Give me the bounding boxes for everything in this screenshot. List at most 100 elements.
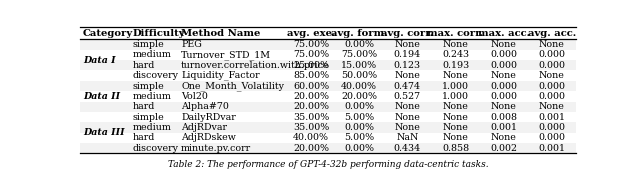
Text: 0.858: 0.858 [442,144,469,153]
Text: medium: medium [133,123,172,132]
Bar [80,81,576,91]
Text: None: None [443,71,468,80]
Text: Table 2: The performance of GPT-4-32b performing data-centric tasks.: Table 2: The performance of GPT-4-32b pe… [168,161,488,169]
Text: hard: hard [133,61,156,70]
Text: Data I: Data I [83,56,116,65]
Text: simple: simple [133,82,164,90]
Text: None: None [491,40,516,49]
Text: None: None [443,102,468,111]
Text: None: None [443,40,468,49]
Text: 0.00%: 0.00% [344,144,374,153]
Text: 0.000: 0.000 [538,61,565,70]
Text: medium: medium [133,50,172,59]
Text: 75.00%: 75.00% [293,50,329,59]
Text: medium: medium [133,92,172,101]
Text: 0.000: 0.000 [538,123,565,132]
Bar [80,91,576,102]
Text: None: None [394,40,420,49]
Text: 85.00%: 85.00% [293,71,329,80]
Text: PEG: PEG [181,40,202,49]
Text: simple: simple [133,113,164,122]
Text: 35.00%: 35.00% [293,113,329,122]
Bar [80,133,576,143]
Text: None: None [394,113,420,122]
Text: 40.00%: 40.00% [341,82,377,90]
Text: avg. corr.: avg. corr. [381,29,433,38]
Text: 75.00%: 75.00% [293,40,329,49]
Text: 75.00%: 75.00% [341,50,377,59]
Text: 40.00%: 40.00% [293,133,329,142]
Bar [80,60,576,70]
Text: None: None [539,71,565,80]
Text: Vol20: Vol20 [181,92,208,101]
Bar [80,122,576,133]
Text: 25.00%: 25.00% [293,61,329,70]
Text: None: None [394,71,420,80]
Text: One_Month_Volatility: One_Month_Volatility [181,81,284,91]
Text: 15.00%: 15.00% [341,61,377,70]
Text: 60.00%: 60.00% [293,82,329,90]
Text: Difficulty: Difficulty [133,29,186,38]
Text: avg. form.: avg. form. [331,29,388,38]
Bar [80,70,576,81]
Bar [80,39,576,50]
Text: avg. exe.: avg. exe. [287,29,335,38]
Text: None: None [394,102,420,111]
Text: 0.001: 0.001 [490,123,517,132]
Text: 0.00%: 0.00% [344,123,374,132]
Bar [80,143,576,153]
Text: Category: Category [83,29,133,38]
Text: None: None [491,133,516,142]
Text: 0.243: 0.243 [442,50,469,59]
Text: 0.002: 0.002 [490,144,517,153]
Text: 0.527: 0.527 [394,92,421,101]
Text: 50.00%: 50.00% [341,71,377,80]
Text: Liquidity_Factor: Liquidity_Factor [181,71,260,80]
Text: 0.434: 0.434 [394,144,421,153]
Text: 20.00%: 20.00% [293,144,329,153]
Text: 0.000: 0.000 [538,133,565,142]
Text: 0.00%: 0.00% [344,102,374,111]
Text: Data III: Data III [83,128,125,137]
Text: None: None [443,113,468,122]
Text: Method Name: Method Name [181,29,260,38]
Text: hard: hard [133,102,156,111]
Text: max. acc.: max. acc. [477,29,530,38]
Text: discovery: discovery [133,71,179,80]
Text: turnover.correlation.with.price: turnover.correlation.with.price [181,61,330,70]
Text: 0.008: 0.008 [490,113,517,122]
Text: AdjRDskew: AdjRDskew [181,133,236,142]
Text: 1.000: 1.000 [442,92,469,101]
Text: max. corr.: max. corr. [428,29,484,38]
Text: None: None [539,102,565,111]
Text: 5.00%: 5.00% [344,113,374,122]
Text: 0.001: 0.001 [538,144,565,153]
Text: avg. acc.: avg. acc. [528,29,576,38]
Text: 20.00%: 20.00% [341,92,377,101]
Text: 0.00%: 0.00% [344,40,374,49]
Text: 0.000: 0.000 [538,92,565,101]
Text: None: None [491,71,516,80]
Text: NaN: NaN [396,133,419,142]
Bar [80,102,576,112]
Bar [80,50,576,60]
Text: 0.000: 0.000 [538,50,565,59]
Text: AdjRDvar: AdjRDvar [181,123,227,132]
Text: simple: simple [133,40,164,49]
Text: 0.123: 0.123 [394,61,421,70]
Text: 1.000: 1.000 [442,82,469,90]
Text: 0.193: 0.193 [442,61,469,70]
Text: 20.00%: 20.00% [293,102,329,111]
Text: 0.000: 0.000 [490,92,517,101]
Text: minute.pv.corr: minute.pv.corr [181,144,252,153]
Text: None: None [443,133,468,142]
Text: discovery: discovery [133,144,179,153]
Bar [80,112,576,122]
Text: 0.474: 0.474 [394,82,421,90]
Text: Alpha#70: Alpha#70 [181,102,229,111]
Text: None: None [394,123,420,132]
Text: None: None [491,102,516,111]
Text: Data II: Data II [83,92,120,101]
Text: DailyRDvar: DailyRDvar [181,113,236,122]
Text: None: None [443,123,468,132]
